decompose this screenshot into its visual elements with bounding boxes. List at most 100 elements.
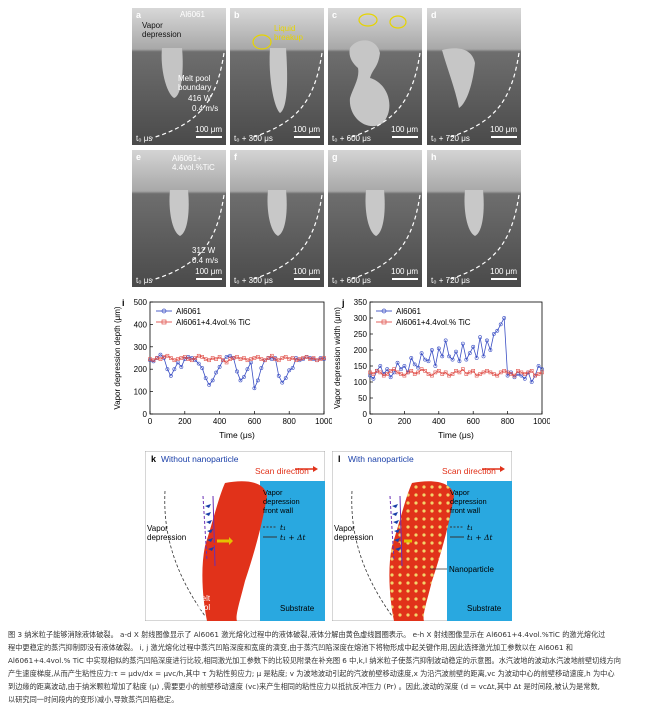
data-point bbox=[443, 370, 448, 375]
data-point bbox=[217, 355, 222, 359]
x-tick-label: 200 bbox=[178, 417, 192, 426]
data-point bbox=[207, 382, 212, 387]
data-point bbox=[224, 354, 229, 359]
panel-letter-b: b bbox=[234, 10, 240, 20]
caption-line: 程中更稳定的蒸汽抑制即没有液体破裂。 i, j 激光熔化过程中蒸汽凹陷深度和宽度… bbox=[8, 643, 573, 652]
figure-caption: 图 3 纳米粒子能够消除液体破裂。 a-d X 射线图像显示了 Al6061 激… bbox=[8, 628, 642, 706]
data-point bbox=[399, 367, 403, 372]
data-point bbox=[276, 358, 281, 363]
schematic-k-substrate: Substrate bbox=[280, 604, 315, 613]
data-point bbox=[433, 364, 438, 368]
data-point bbox=[273, 357, 278, 361]
schematic-k-t2: t₁ + Δt bbox=[280, 533, 306, 542]
schematic-l-title: With nanoparticle bbox=[348, 454, 414, 464]
schematic-k-scan: Scan direction bbox=[255, 466, 309, 476]
panel-time-f: t₀ + 300 μs bbox=[234, 276, 273, 285]
data-point bbox=[395, 370, 400, 375]
data-point bbox=[457, 370, 462, 375]
data-point bbox=[287, 357, 291, 361]
data-point bbox=[478, 372, 482, 376]
schematic-l-frontwall-2: depression bbox=[450, 497, 487, 506]
data-point bbox=[322, 356, 326, 360]
data-point bbox=[536, 364, 541, 368]
schematic-k-frontwall-3: front wall bbox=[263, 506, 293, 515]
data-point bbox=[450, 357, 455, 362]
data-point bbox=[158, 352, 163, 357]
panel-letter-k: k bbox=[151, 454, 157, 464]
xray-panel-e: e t₀ μs 100 μm Al6061+ 4.4vol.%TiC 312 W 0.4 m… bbox=[132, 150, 226, 287]
data-point bbox=[371, 376, 376, 381]
data-point bbox=[516, 369, 520, 373]
data-point bbox=[388, 375, 393, 380]
data-point bbox=[280, 356, 285, 360]
schematic-l-frontwall-3: front wall bbox=[450, 506, 480, 515]
panel-letter-g: g bbox=[332, 152, 338, 162]
y-axis-label: Vapor depression width (μm) bbox=[333, 307, 342, 409]
legend-label: Al6061 bbox=[396, 307, 421, 316]
x-tick-label: 800 bbox=[283, 417, 297, 426]
data-point bbox=[214, 357, 218, 361]
data-point bbox=[461, 367, 465, 371]
data-point bbox=[245, 358, 250, 363]
data-point bbox=[207, 358, 211, 363]
y-tick-label: 150 bbox=[354, 362, 368, 371]
caption-line: 到边缘的距离波动,由于纳米颗粒增加了粘度 (μ) ,需要更小的前壁移动速度 (v… bbox=[8, 682, 600, 691]
data-point bbox=[454, 349, 458, 354]
panel-b-liquid-label: Liquid breakup bbox=[274, 24, 303, 42]
data-point bbox=[426, 372, 431, 376]
chart-depth: i 0 200 400 600 800 1000 0 100 200 300 400 500 Time (… bbox=[113, 298, 332, 440]
x-tick-label: 400 bbox=[213, 417, 227, 426]
scale-bar bbox=[294, 136, 320, 138]
x-tick-label: 1000 bbox=[533, 417, 550, 426]
data-point bbox=[392, 367, 396, 371]
schematic-k-frontwall-1: Vapor bbox=[263, 488, 283, 497]
series-line bbox=[149, 355, 325, 363]
scale-bar bbox=[392, 278, 418, 280]
data-point bbox=[311, 356, 316, 360]
panel-e-speed: 0.4 m/s bbox=[192, 256, 219, 265]
data-point bbox=[242, 375, 246, 379]
data-point bbox=[443, 338, 448, 343]
data-point bbox=[259, 366, 264, 370]
data-point bbox=[294, 356, 299, 360]
data-point bbox=[495, 328, 500, 333]
data-point bbox=[238, 378, 243, 383]
schematic-k-t1: t₁ bbox=[280, 523, 286, 532]
legend-marker bbox=[161, 308, 167, 314]
schematic-k-vapor-1: Vapor bbox=[147, 524, 168, 533]
data-point bbox=[255, 378, 260, 383]
data-point bbox=[419, 351, 424, 356]
schematic-l-vapor-2: depression bbox=[334, 533, 373, 542]
data-point bbox=[276, 374, 281, 378]
data-point bbox=[249, 357, 253, 361]
panel-a-material: Al6061 bbox=[180, 10, 205, 19]
schematic-k-melt-1: Melt bbox=[195, 594, 211, 603]
data-point bbox=[196, 353, 201, 358]
data-point bbox=[203, 376, 208, 381]
y-tick-label: 100 bbox=[354, 378, 368, 387]
data-point bbox=[214, 370, 219, 375]
data-point bbox=[416, 365, 421, 370]
y-axis-label: Vapor depression depth (μm) bbox=[113, 306, 122, 410]
x-tick-label: 0 bbox=[368, 417, 373, 426]
data-point bbox=[186, 354, 191, 359]
data-point bbox=[467, 351, 472, 356]
data-point bbox=[474, 356, 479, 360]
data-point bbox=[447, 373, 451, 378]
data-point bbox=[297, 357, 302, 361]
data-point bbox=[498, 322, 503, 327]
data-point bbox=[512, 373, 517, 378]
data-point bbox=[301, 356, 305, 360]
panel-a-boundary-label: Melt pool boundary bbox=[178, 74, 212, 92]
panel-letter-h: h bbox=[431, 152, 437, 162]
x-tick-label: 600 bbox=[467, 417, 481, 426]
data-point bbox=[245, 367, 250, 372]
data-point bbox=[485, 338, 489, 343]
data-point bbox=[481, 354, 486, 359]
data-point bbox=[437, 369, 441, 373]
scale-bar bbox=[491, 136, 517, 138]
y-tick-label: 300 bbox=[354, 314, 368, 323]
data-point bbox=[179, 365, 184, 369]
data-point bbox=[498, 370, 503, 375]
data-point bbox=[526, 370, 531, 375]
